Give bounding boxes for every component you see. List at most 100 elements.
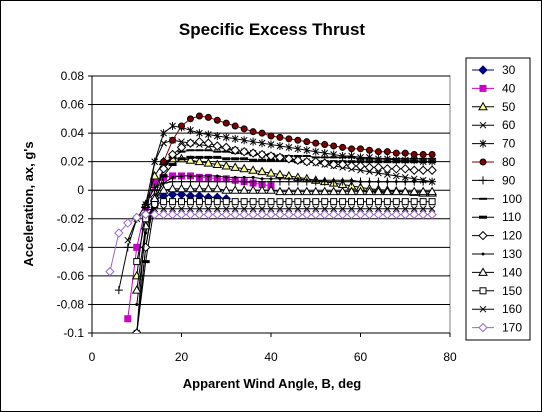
data-point xyxy=(392,157,401,160)
series-140 xyxy=(131,183,437,294)
y-tick-label: 0.06 xyxy=(61,98,85,112)
data-point xyxy=(114,228,124,238)
data-point xyxy=(266,185,276,194)
legend-marker xyxy=(479,121,487,129)
data-point xyxy=(233,175,237,179)
data-point xyxy=(337,159,348,170)
data-point xyxy=(169,198,177,206)
data-point xyxy=(257,209,267,220)
data-point xyxy=(221,160,232,170)
legend-item-140: 140 xyxy=(472,265,522,279)
data-point xyxy=(330,205,338,213)
series-line-130 xyxy=(136,175,433,305)
data-point xyxy=(197,174,201,178)
legend-item-70: 70 xyxy=(472,137,516,151)
data-point xyxy=(374,198,382,206)
data-point xyxy=(249,158,258,162)
data-point xyxy=(258,158,267,162)
data-point xyxy=(382,164,393,174)
data-point xyxy=(258,129,266,137)
legend-label: 110 xyxy=(502,210,521,224)
data-point xyxy=(419,205,427,213)
data-point xyxy=(391,186,402,196)
data-point xyxy=(375,205,382,213)
data-point xyxy=(285,143,293,152)
data-point xyxy=(419,151,427,159)
data-point xyxy=(382,186,393,196)
legend-label: 150 xyxy=(502,284,522,298)
data-point xyxy=(410,157,419,160)
data-point xyxy=(248,185,258,194)
data-point xyxy=(383,148,391,156)
data-point xyxy=(266,209,276,220)
data-point xyxy=(149,209,160,220)
data-point xyxy=(311,156,321,167)
data-point xyxy=(251,175,255,179)
data-point xyxy=(267,205,275,213)
data-point xyxy=(204,155,213,159)
data-point xyxy=(364,209,375,220)
data-point xyxy=(366,205,373,213)
legend-item-100: 100 xyxy=(472,192,522,206)
data-point xyxy=(240,198,248,206)
data-point xyxy=(213,131,221,140)
data-point xyxy=(230,145,240,155)
data-point xyxy=(418,209,428,220)
data-point xyxy=(239,185,250,194)
y-tick-label: -0.02 xyxy=(57,212,85,226)
x-tick-label: 0 xyxy=(89,350,96,364)
legend-label: 160 xyxy=(502,302,522,316)
data-point xyxy=(239,146,249,157)
legend-item-60: 60 xyxy=(472,118,516,132)
data-point xyxy=(162,181,166,185)
data-point xyxy=(303,146,311,155)
data-point xyxy=(204,205,212,213)
data-point xyxy=(302,154,311,157)
data-point xyxy=(266,168,276,177)
data-point xyxy=(303,198,311,206)
legend-item-80: 80 xyxy=(472,155,516,169)
legend-label: 70 xyxy=(502,137,516,151)
data-point xyxy=(312,205,320,213)
data-point xyxy=(401,205,409,213)
data-point xyxy=(373,186,384,196)
series-160 xyxy=(124,205,436,244)
data-point xyxy=(257,149,267,160)
data-point xyxy=(206,174,210,178)
data-point xyxy=(330,198,338,206)
legend-item-170: 170 xyxy=(472,321,522,335)
chart-title: Specific Excess Thrust xyxy=(179,20,365,39)
x-tick-label: 60 xyxy=(354,350,368,364)
data-point xyxy=(212,209,223,220)
data-point xyxy=(151,205,159,213)
data-point xyxy=(159,174,168,178)
data-point xyxy=(400,209,410,220)
data-point xyxy=(374,148,382,156)
data-point xyxy=(194,156,205,166)
data-point xyxy=(427,209,437,220)
data-point xyxy=(213,150,222,153)
legend-label: 140 xyxy=(502,265,522,279)
data-point xyxy=(185,155,196,164)
legend: 30 40 50 60 70 80 90 100 110 120 130 140 150 160 170 xyxy=(465,57,531,341)
data-point xyxy=(141,260,150,264)
data-point xyxy=(267,140,275,149)
x-axis-title: Apparent Wind Angle, B, deg xyxy=(183,376,362,391)
legend-item-130: 130 xyxy=(472,247,522,261)
data-point xyxy=(312,198,320,206)
data-point xyxy=(401,198,409,206)
legend-item-50: 50 xyxy=(472,100,516,114)
data-point xyxy=(240,136,248,145)
data-point xyxy=(258,205,266,213)
data-point xyxy=(319,158,330,168)
data-point xyxy=(328,159,339,170)
legend-marker xyxy=(478,65,488,75)
data-point xyxy=(169,136,177,144)
data-point xyxy=(222,205,230,213)
data-point xyxy=(221,209,231,220)
data-point xyxy=(330,142,338,150)
data-point xyxy=(375,169,382,177)
data-point xyxy=(337,209,348,220)
data-point xyxy=(248,148,258,158)
